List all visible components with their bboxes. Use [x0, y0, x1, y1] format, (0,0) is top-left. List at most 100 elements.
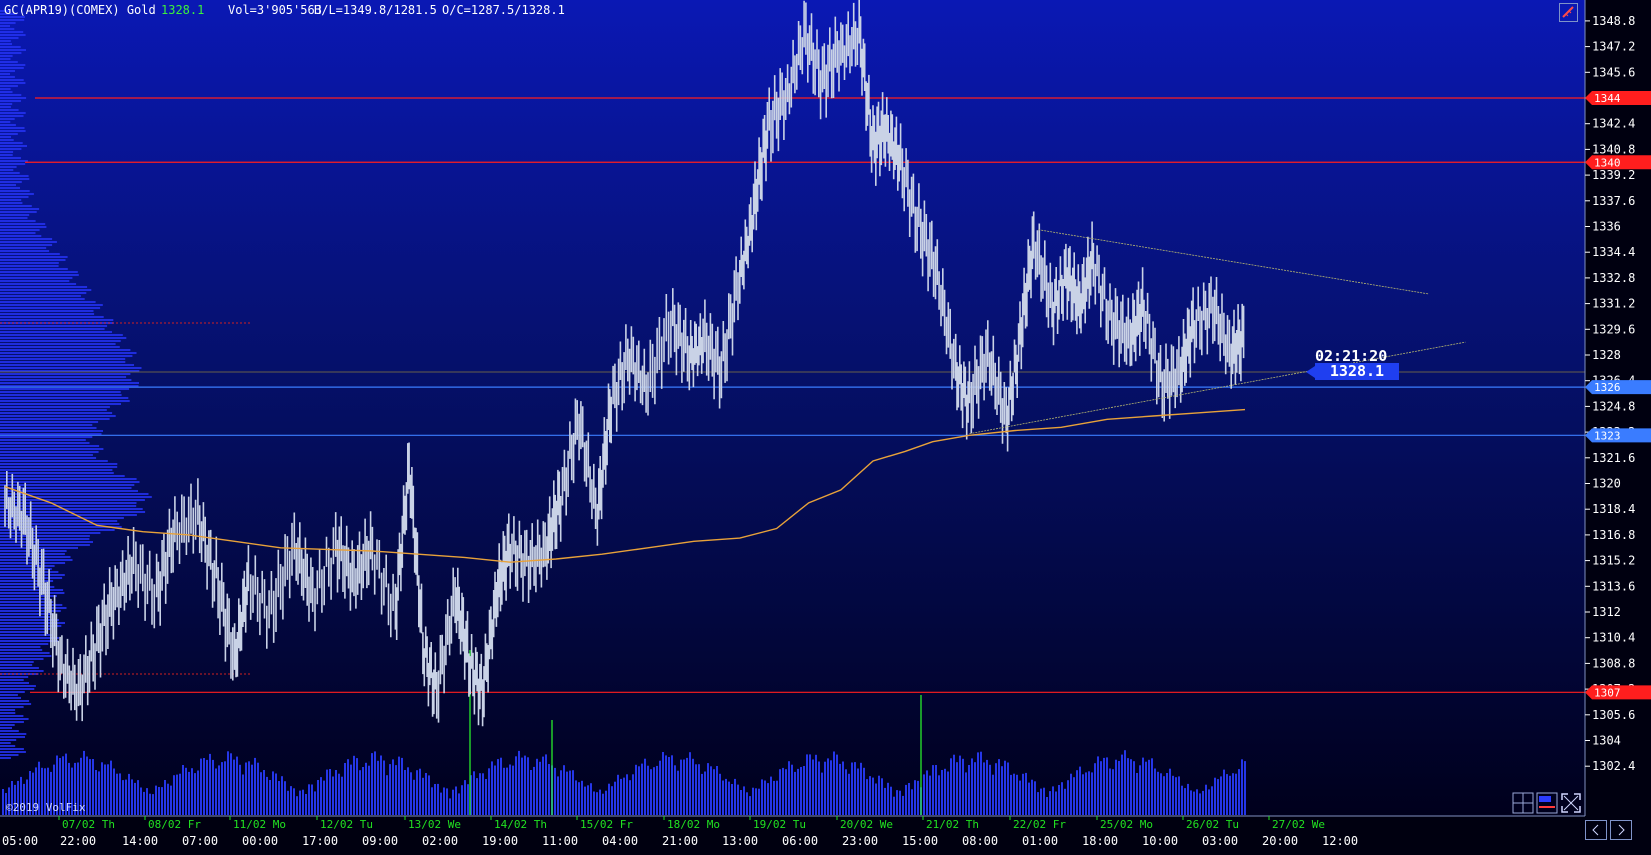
volume-bar	[446, 788, 448, 815]
volume-bar	[194, 773, 196, 815]
profile-row	[0, 517, 124, 519]
volume-bar	[1175, 777, 1177, 815]
volume-bar	[713, 769, 715, 815]
volume-bar	[554, 767, 556, 815]
profile-row	[0, 121, 11, 123]
volume-bar	[1166, 773, 1168, 815]
volume-bar	[842, 761, 844, 815]
volume-bar	[878, 775, 880, 815]
volume-bar	[725, 778, 727, 815]
volume-bar	[500, 757, 502, 815]
volume-bar	[1217, 779, 1219, 815]
y-tick-label: 1334.4	[1592, 245, 1635, 259]
volume-bar	[1160, 773, 1162, 815]
volume-bar	[851, 762, 853, 815]
volume-bar	[506, 767, 508, 815]
volume-bar	[1229, 775, 1231, 815]
volume-bar	[818, 761, 820, 815]
volume-bar	[260, 772, 262, 815]
y-tick-label: 1345.6	[1592, 65, 1635, 79]
volume-bar	[317, 780, 319, 815]
volume-bar	[173, 775, 175, 815]
volume-bar	[365, 762, 367, 815]
volume-bar	[980, 751, 982, 815]
volume-bar	[1112, 769, 1114, 815]
volume-bar	[638, 766, 640, 815]
volume-bar	[947, 771, 949, 815]
level-tag-text: 1307	[1594, 686, 1621, 699]
x-date-label: 22/02 Fr	[1013, 818, 1066, 831]
volume-bar	[794, 771, 796, 815]
profile-row	[0, 253, 60, 255]
profile-row	[0, 469, 113, 471]
volume-bar	[839, 763, 841, 815]
volume-bar	[953, 754, 955, 815]
profile-row	[0, 757, 11, 759]
profile-row	[0, 211, 37, 213]
profile-row	[0, 85, 18, 87]
volume-bar	[800, 767, 802, 815]
profile-row	[0, 46, 21, 48]
plot-area[interactable]	[0, 0, 1585, 816]
x-time-label: 21:00	[662, 834, 698, 848]
fullscreen-button[interactable]	[1560, 792, 1582, 814]
profile-row	[0, 292, 87, 294]
profile-row	[0, 250, 50, 252]
volume-bar	[104, 764, 106, 815]
y-tick-label: 1331.2	[1592, 297, 1635, 311]
volume-bar	[572, 770, 574, 815]
volume-bar	[788, 761, 790, 815]
x-time-label: 00:00	[242, 834, 278, 848]
volume-bar	[1187, 783, 1189, 815]
volume-bar	[992, 774, 994, 815]
volume-bar	[608, 783, 610, 815]
ruler-tool-button[interactable]	[1559, 3, 1578, 22]
volume-bar	[731, 784, 733, 815]
volume-bar	[1244, 761, 1246, 815]
x-time-label: 19:00	[482, 834, 518, 848]
volume-bar	[662, 752, 664, 815]
profile-row	[0, 244, 53, 246]
horizontal-levels	[0, 97, 1585, 693]
volume-bar	[227, 751, 229, 815]
volume-bar	[257, 762, 259, 815]
profile-row	[0, 460, 108, 462]
volume-bar	[782, 767, 784, 815]
volume-bar	[41, 767, 43, 815]
profile-row	[0, 667, 39, 669]
chart-type-button[interactable]	[1536, 792, 1558, 814]
scroll-right-button[interactable]	[1610, 820, 1632, 840]
volume-bar	[1064, 788, 1066, 815]
volume-bar	[1208, 789, 1210, 815]
volume-bar	[1232, 773, 1234, 815]
profile-row	[0, 631, 47, 633]
y-tick-label: 1310.4	[1592, 631, 1635, 645]
profile-row	[0, 532, 101, 534]
profile-row	[0, 604, 63, 606]
x-date-label: 27/02 We	[1272, 818, 1325, 831]
price-axis[interactable]: 1348.8 1347.2 1345.6 1344 1342.4 1340.8 1339.2…	[1584, 0, 1651, 816]
profile-row	[0, 700, 30, 702]
volume-bar	[50, 771, 52, 815]
volume-bar	[38, 761, 40, 815]
profile-row	[0, 733, 27, 735]
volume-bars	[2, 650, 1246, 815]
profile-row	[0, 73, 10, 75]
volume-bar	[479, 773, 481, 815]
volume-bar	[881, 778, 883, 815]
scroll-left-button[interactable]	[1585, 820, 1607, 840]
profile-row	[0, 394, 122, 396]
volume-bar	[950, 758, 952, 815]
profile-row	[0, 505, 137, 507]
time-axis[interactable]: 07/02 Th 08/02 Fr 11/02 Mo 12/02 Tu 13/02 We…	[0, 815, 1585, 855]
profile-row	[0, 37, 19, 39]
volume-bar	[359, 770, 361, 815]
y-tick-label: 1348.8	[1592, 14, 1635, 28]
grid-layout-button[interactable]	[1512, 792, 1534, 814]
profile-row	[0, 370, 140, 372]
volume-bar	[422, 777, 424, 815]
profile-row	[0, 202, 23, 204]
volume-bar	[95, 770, 97, 815]
profile-row	[0, 457, 97, 459]
